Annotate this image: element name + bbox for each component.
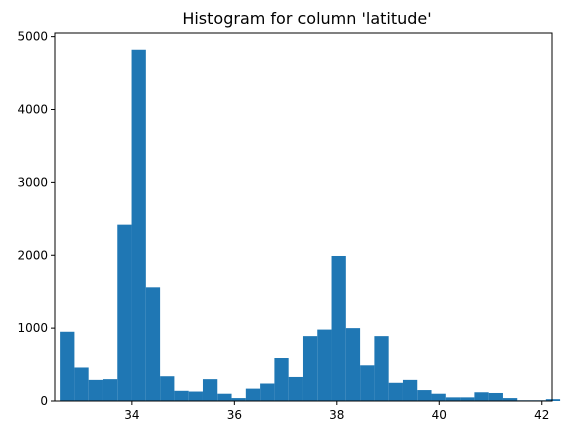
histogram-bar — [117, 224, 132, 401]
histogram-bar — [102, 379, 118, 401]
histogram-bar — [374, 336, 389, 401]
histogram-bar — [131, 49, 146, 401]
histogram-bar — [274, 358, 289, 401]
y-tick-label: 0 — [40, 394, 48, 408]
y-tick-label: 5000 — [17, 30, 48, 44]
histogram-bar — [417, 390, 432, 401]
plot-frame — [54, 32, 553, 402]
histogram-bar — [231, 398, 246, 401]
histogram-bar — [217, 393, 232, 401]
histogram-bar — [388, 382, 403, 401]
x-tick-label: 34 — [124, 408, 139, 422]
histogram-bar — [460, 397, 475, 401]
histogram-bar — [302, 336, 318, 401]
chart-title: Histogram for column 'latitude' — [182, 9, 431, 28]
histogram-bar — [317, 329, 332, 401]
x-tick-label: 40 — [432, 408, 447, 422]
histogram-bar — [60, 331, 75, 401]
y-tick-label: 4000 — [17, 103, 48, 117]
histogram-bar — [431, 393, 446, 401]
histogram-bar — [202, 379, 218, 401]
histogram-bar — [545, 399, 561, 401]
histogram-bar — [402, 379, 418, 401]
x-tick-label: 38 — [329, 408, 344, 422]
histogram-bar — [331, 255, 346, 401]
histogram-bar — [445, 397, 461, 401]
histogram-bar — [260, 383, 275, 401]
histogram-bar — [74, 367, 89, 401]
histogram-bar — [288, 376, 303, 401]
ticks-layer: 34 36 38 40 42 0 1000 2000 3000 4000 5000 — [17, 30, 549, 422]
histogram-bar — [174, 390, 189, 401]
y-tick-label: 2000 — [17, 248, 48, 262]
histogram-bar — [474, 392, 489, 401]
histogram-bar — [245, 388, 261, 401]
histogram-bar — [145, 287, 161, 401]
histogram-bar — [188, 391, 203, 401]
axes-layer — [54, 32, 553, 402]
histogram-bar — [360, 365, 375, 401]
histogram-bar — [502, 398, 518, 401]
x-tick-label: 42 — [534, 408, 549, 422]
y-tick-label: 3000 — [17, 175, 48, 189]
histogram-bar — [160, 376, 175, 401]
y-tick-label: 1000 — [17, 321, 48, 335]
histogram-bar — [88, 379, 103, 401]
bars-layer — [60, 49, 561, 401]
histogram-bar — [345, 328, 361, 401]
histogram-bar — [488, 392, 503, 401]
x-tick-label: 36 — [227, 408, 242, 422]
